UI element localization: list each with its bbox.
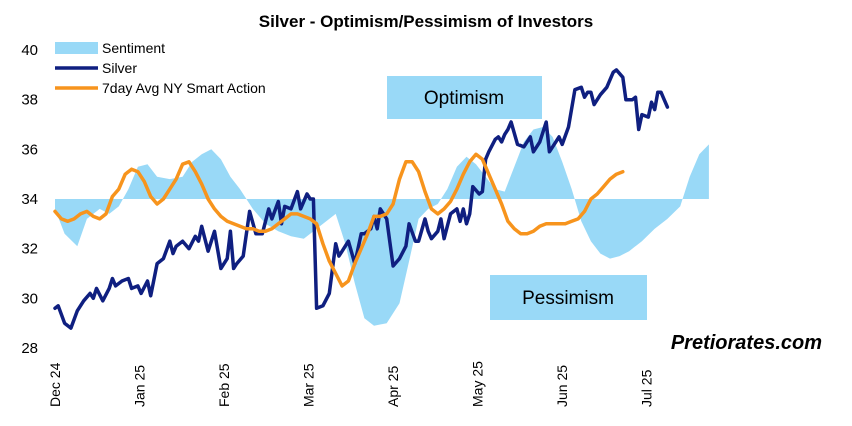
x-tick-label: Jan 25 [132, 365, 148, 407]
x-tick-label: Mar 25 [301, 363, 317, 407]
pessimism-label: Pessimism [522, 288, 614, 309]
watermark: Pretiorates.com [671, 332, 822, 354]
y-tick-label: 28 [21, 340, 38, 357]
y-tick-label: 34 [21, 191, 38, 208]
chart-axes: 28 30 32 34 36 38 40 Dec 24 Jan 25 Feb 25 Mar 25 Ap… [21, 42, 654, 407]
y-tick-label: 38 [21, 92, 38, 109]
silver-price-line [53, 68, 670, 330]
lines-layer [53, 68, 670, 330]
legend-label-smart-action: 7day Avg NY Smart Action [102, 80, 266, 96]
y-tick-label: 30 [21, 290, 38, 307]
legend: Sentiment Silver 7day Avg NY Smart Actio… [55, 40, 266, 96]
optimism-label: Optimism [424, 88, 504, 109]
y-tick-label: 36 [21, 141, 38, 158]
legend-swatch-sentiment [55, 42, 98, 54]
y-tick-label: 40 [21, 42, 38, 59]
sentiment-area-layer [55, 127, 709, 326]
x-tick-label: Feb 25 [216, 363, 232, 407]
legend-label-silver: Silver [102, 60, 137, 76]
x-tick-label: Jul 25 [639, 369, 655, 407]
y-tick-label: 32 [21, 241, 38, 258]
x-tick-label: May 25 [470, 361, 486, 407]
sentiment-area [55, 127, 709, 326]
x-tick-label: Apr 25 [385, 366, 401, 407]
chart-title: Silver - Optimism/Pessimism of Investors [259, 12, 593, 31]
x-tick-label: Jun 25 [554, 365, 570, 407]
optimism-box [387, 76, 542, 119]
legend-label-sentiment: Sentiment [102, 40, 165, 56]
pessimism-box [490, 275, 647, 320]
smart-action-line [53, 152, 625, 288]
x-tick-label: Dec 24 [47, 362, 63, 407]
